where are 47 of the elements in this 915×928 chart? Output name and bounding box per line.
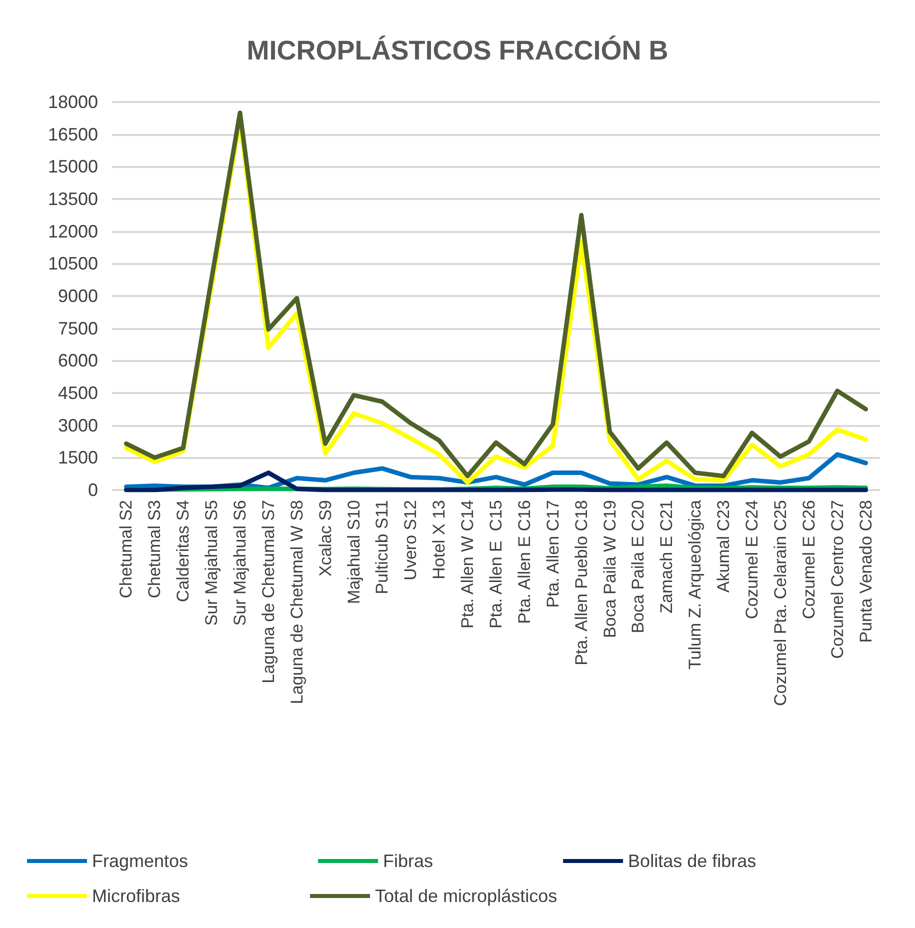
x-tick-label: Hotel X 13 <box>430 500 449 580</box>
x-tick-label: Laguna de Chetumal S7 <box>258 500 278 684</box>
x-tick-label: Majahual S10 <box>344 500 364 604</box>
x-tick-label: Chetumal S3 <box>145 500 164 598</box>
x-tick-label: Cozumel Centro C27 <box>828 500 847 659</box>
legend-label: Fragmentos <box>92 851 188 871</box>
x-tick-label: Boca Paila W C19 <box>600 500 620 638</box>
x-tick-label: Punta Venado C28 <box>856 500 876 643</box>
x-tick-label: Akumal C23 <box>714 500 734 593</box>
x-tick-label: Xcalac S9 <box>316 500 335 577</box>
legend-label: Total de microplásticos <box>375 886 558 906</box>
x-tick-label: Pta. Allen W C14 <box>458 500 478 629</box>
legend-label: Microfibras <box>92 886 180 906</box>
x-tick-label: Zamach E C21 <box>657 500 676 614</box>
x-tick-label: Tulum Z. Arqueológica <box>686 499 705 670</box>
x-tick-label: Cozumel E C24 <box>742 500 762 620</box>
y-tick-label: 7500 <box>58 318 98 338</box>
y-tick-label: 18000 <box>48 92 98 112</box>
y-tick-label: 9000 <box>58 286 98 306</box>
legend-label: Bolitas de fibras <box>628 851 756 871</box>
y-tick-label: 15000 <box>48 156 98 177</box>
y-tick-label: 3000 <box>58 415 98 436</box>
x-tick-label: Cozumel E C26 <box>799 500 818 620</box>
x-tick-label: Laguna de Chetumal W S8 <box>287 500 306 704</box>
y-tick-label: 6000 <box>58 350 98 371</box>
x-tick-label: Uvero S12 <box>401 500 420 580</box>
x-tick-label: Pulticub S11 <box>372 500 392 594</box>
y-tick-label: 1500 <box>58 448 98 468</box>
y-tick-label: 13500 <box>48 189 98 209</box>
x-tick-label: Boca Paila E C20 <box>628 500 648 634</box>
x-tick-label: Sur Majahual S6 <box>230 500 250 626</box>
x-tick-label: Pta. Allen C17 <box>543 500 562 608</box>
x-tick-label: Pta. Allen E C15 <box>486 500 506 629</box>
chart-title: MICROPLÁSTICOS FRACCIÓN B <box>246 36 668 66</box>
x-tick-label: Pta. Allen E C16 <box>514 500 534 624</box>
x-tick-label: Pta. Allen Pueblo C18 <box>572 500 591 666</box>
line-series <box>124 470 868 492</box>
x-tick-label: Chetumal S2 <box>116 500 136 598</box>
y-tick-label: 16500 <box>48 124 98 144</box>
x-tick-label: Cozumel Pta. Celarain C25 <box>770 500 790 706</box>
y-tick-label: 12000 <box>48 221 98 242</box>
y-tick-label: 4500 <box>58 383 98 403</box>
x-tick-label: Sur Majahual S5 <box>202 500 222 626</box>
y-tick-label: 10500 <box>48 254 98 274</box>
legend-label: Fibras <box>383 851 434 871</box>
y-tick-label: 0 <box>88 480 98 500</box>
x-tick-label: Calderitas S4 <box>174 500 193 602</box>
